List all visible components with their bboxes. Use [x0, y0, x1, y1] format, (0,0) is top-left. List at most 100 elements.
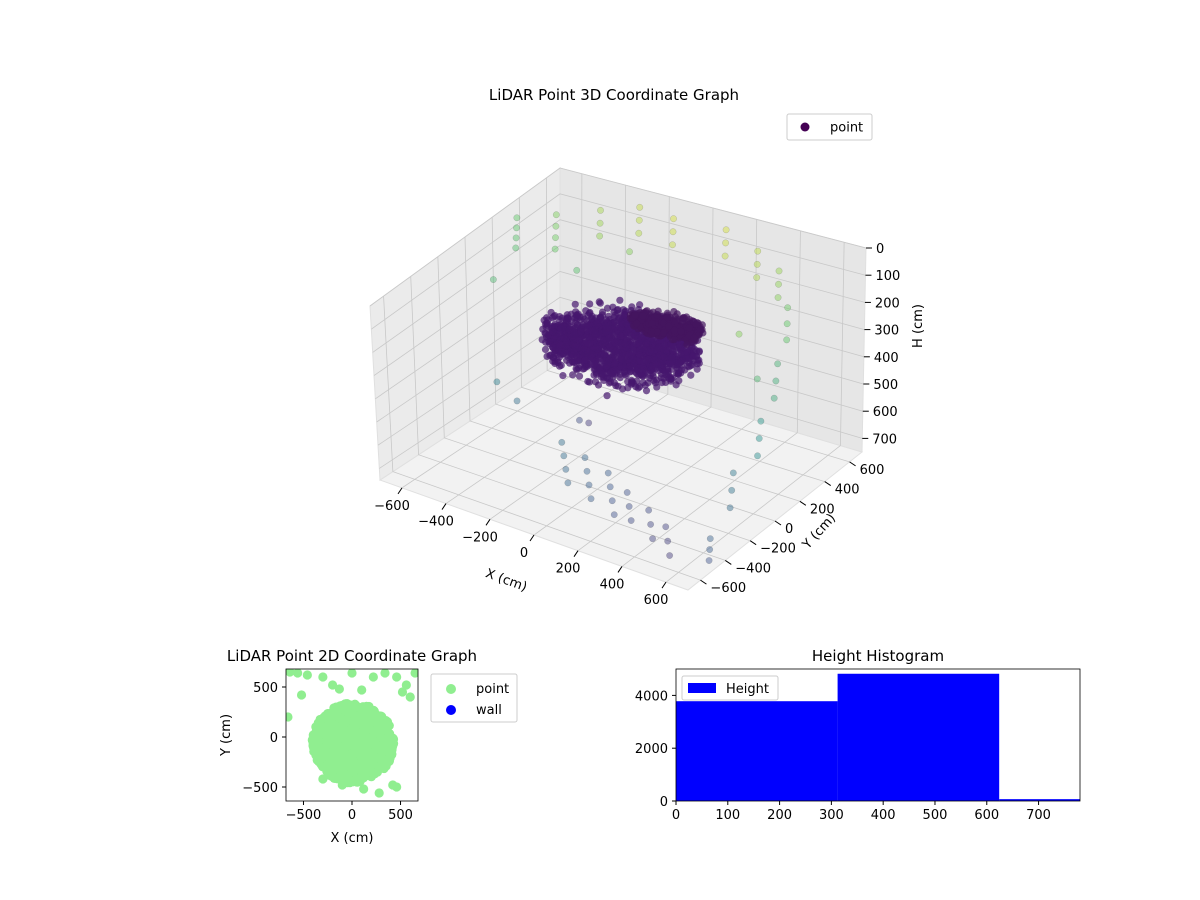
data-point-3d: [583, 467, 591, 475]
data-point-3d: [679, 317, 687, 325]
x-tick-label-histogram: 500: [923, 808, 948, 823]
data-point-2d: [364, 701, 374, 712]
data-point-3d: [670, 326, 679, 335]
z-gridline-3d: [371, 193, 866, 330]
z-tick-label-3d: 0: [876, 242, 884, 257]
data-point-3d: [636, 203, 644, 211]
data-point-3d: [627, 376, 636, 384]
y-tick-3d: [849, 461, 856, 467]
data-point-3d: [607, 369, 615, 377]
x-tick-label-2d: 0: [348, 808, 356, 823]
data-point-3d: [584, 347, 592, 356]
data-point-3d: [667, 359, 675, 368]
z-tick-label-3d: 500: [873, 378, 898, 393]
data-point-2d: [333, 764, 343, 774]
data-point-3d: [636, 301, 644, 309]
data-point-3d: [548, 328, 557, 336]
data-point-3d: [649, 535, 657, 543]
data-point-2d: [340, 769, 351, 780]
data-point-2d: [328, 731, 338, 741]
data-point-3d: [549, 314, 557, 322]
data-point-3d: [551, 245, 559, 253]
data-point-3d: [597, 206, 604, 214]
scatter-2d-title: LiDAR Point 2D Coordinate Graph: [227, 647, 477, 665]
data-point-3d: [571, 342, 579, 350]
data-point-3d: [596, 314, 605, 322]
data-point-3d: [616, 296, 624, 304]
data-point-3d: [512, 244, 520, 252]
data-point-3d: [585, 419, 593, 427]
data-point-3d: [677, 327, 685, 335]
data-point-2d: [359, 784, 369, 794]
data-point-3d: [562, 465, 570, 473]
y-tick-3d: [749, 540, 757, 546]
data-point-3d: [596, 363, 604, 371]
data-point-3d: [648, 348, 656, 356]
data-point-3d: [610, 511, 618, 519]
y-gridline-3d: [464, 236, 776, 522]
z-gridline-3d: [372, 219, 866, 353]
data-point-2d: [286, 669, 295, 677]
data-point-3d: [639, 312, 647, 320]
data-point-3d: [581, 356, 589, 364]
data-point-3d: [594, 321, 602, 329]
data-point-2d: [323, 767, 333, 777]
data-point-3d: [591, 378, 600, 386]
data-point-3d: [640, 365, 648, 373]
data-point-3d: [647, 328, 656, 336]
histogram-ticks: 0 100 200 300 400 500 600 700 0 2000 4000: [635, 689, 1051, 823]
x-axis-label-3d: X (cm): [483, 566, 529, 595]
z-tick-label-3d: 200: [875, 296, 900, 311]
data-point-3d: [655, 366, 663, 375]
x-tick-3d: [441, 503, 447, 510]
data-point-3d: [562, 342, 570, 350]
data-point-3d: [596, 232, 604, 240]
x-tick-3d: [617, 566, 623, 573]
histogram-bar: [999, 799, 1080, 801]
data-point-3d: [774, 294, 782, 301]
x-tick-label-2d: 500: [388, 808, 413, 823]
data-point-3d: [572, 335, 580, 343]
data-point-2d: [358, 710, 369, 720]
data-point-3d: [587, 314, 596, 322]
data-point-3d: [642, 339, 650, 348]
data-point-2d: [335, 702, 346, 712]
data-point-3d: [695, 348, 703, 356]
data-point-3d: [603, 304, 612, 312]
data-point-2d: [347, 669, 357, 678]
data-point-2d: [354, 728, 365, 738]
data-point-3d: [552, 211, 560, 219]
data-point-3d: [662, 523, 670, 531]
data-point-3d: [543, 321, 552, 329]
z-tick-label-3d: 100: [875, 269, 900, 284]
data-point-3d: [627, 517, 635, 524]
y-tick-3d: [824, 481, 831, 486]
data-point-3d: [632, 340, 640, 348]
2d-points: [286, 669, 418, 798]
data-point-3d: [683, 340, 691, 348]
data-point-3d: [670, 335, 678, 344]
x-tick-label-histogram: 0: [672, 808, 680, 823]
y-gridline-3d: [437, 256, 751, 542]
3d-gridlines: [369, 167, 867, 583]
data-point-3d: [560, 452, 568, 460]
data-point-3d: [542, 338, 550, 346]
data-point-3d: [643, 357, 651, 365]
data-point-3d: [577, 328, 585, 336]
x-tick-label-histogram: 200: [767, 808, 792, 823]
data-point-3d: [570, 347, 578, 356]
data-point-3d: [683, 348, 691, 356]
data-point-3d: [541, 345, 550, 354]
data-point-3d: [571, 300, 579, 308]
data-point-2d: [387, 745, 397, 755]
legend-3d-marker: [800, 122, 810, 132]
data-point-2d: [345, 777, 355, 787]
data-point-3d: [783, 336, 791, 344]
data-point-3d: [658, 379, 666, 387]
data-point-2d: [380, 669, 390, 678]
data-point-3d: [557, 325, 565, 333]
data-point-3d: [670, 215, 677, 223]
data-point-3d: [582, 307, 590, 315]
data-point-2d: [405, 692, 415, 702]
